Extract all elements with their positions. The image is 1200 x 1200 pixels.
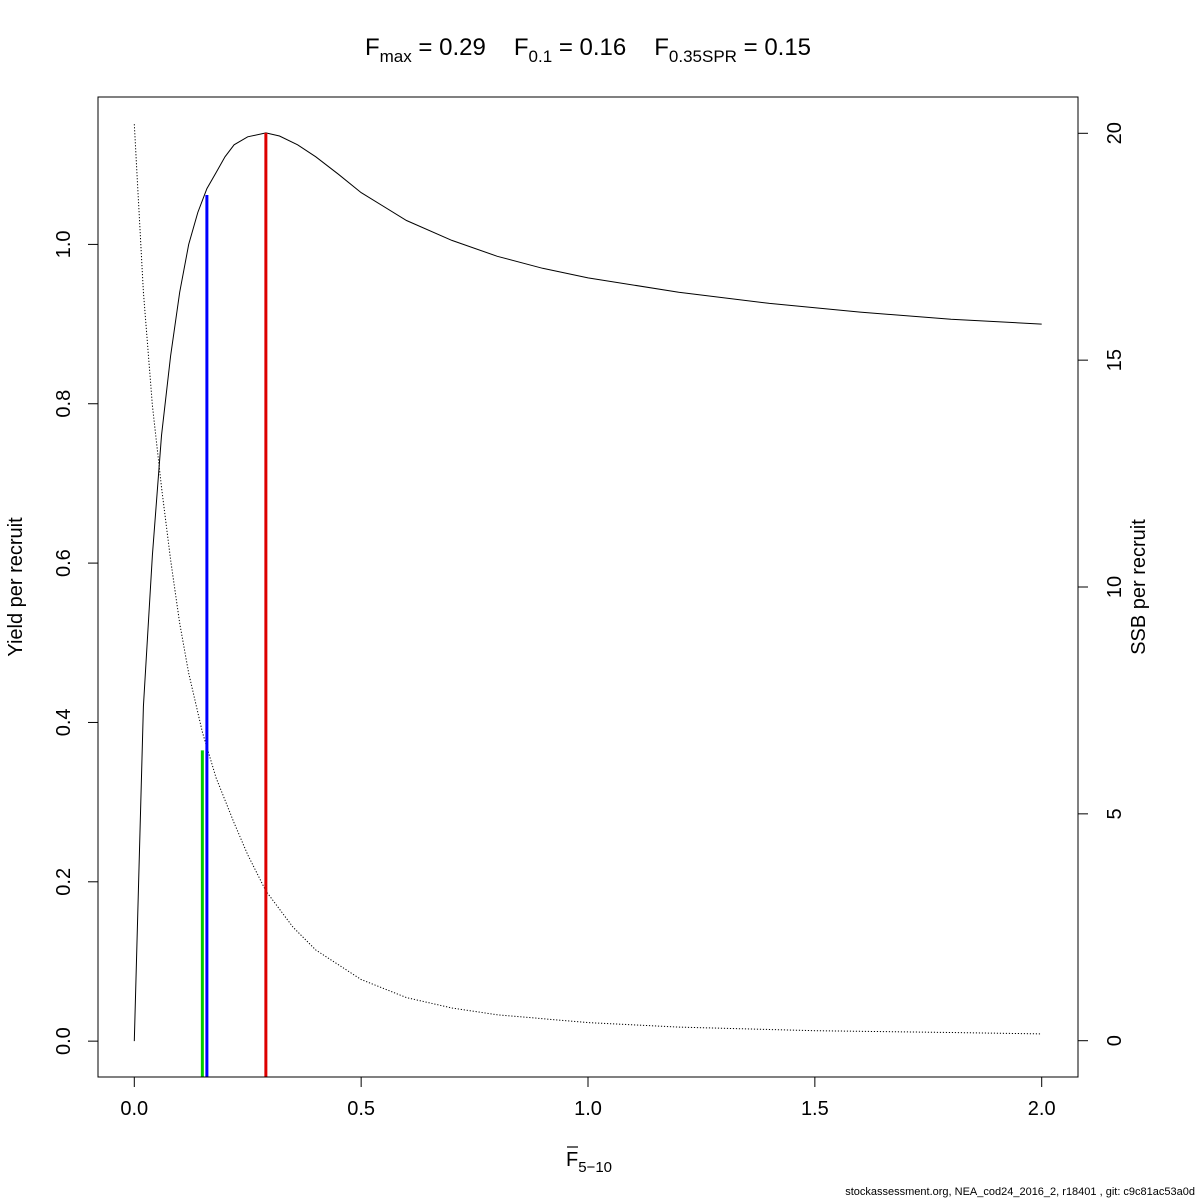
plot-frame <box>97 96 1079 1078</box>
y-right-axis: 0 5 10 15 20 <box>1077 122 1126 1046</box>
x-tick-label: 1.0 <box>574 1098 602 1120</box>
y-left-tick-label: 0.2 <box>53 868 75 896</box>
title-subscript-2: 0.35SPR <box>669 47 737 66</box>
x-axis: 0.0 0.5 1.0 1.5 2.0 <box>120 1076 1056 1120</box>
title-symbol-2: F <box>654 34 669 61</box>
title-symbol-0: F <box>365 34 380 61</box>
y-right-tick-label: 0 <box>1104 1035 1126 1046</box>
y-left-tick-label: 0.0 <box>53 1027 75 1055</box>
y-left-tick-label: 0.8 <box>53 390 75 418</box>
x-axis-title: F5−10 <box>566 1146 612 1176</box>
title-symbol-1: F <box>514 34 529 61</box>
x-tick-label: 0.0 <box>120 1098 148 1120</box>
title-value-1: 0.16 <box>580 34 627 61</box>
chart-title: Fmax = 0.29 F0.1 = 0.16 F0.35SPR = 0.15 <box>365 34 811 66</box>
x-axis-title-sub: 5−10 <box>578 1159 612 1176</box>
y-right-tick-label: 10 <box>1104 576 1126 598</box>
footer-text: stockassessment.org, NEA_cod24_2016_2, r… <box>845 1186 1195 1198</box>
reference-lines <box>200 132 268 1077</box>
title-subscript-1: 0.1 <box>529 47 553 66</box>
chart-title-text: Fmax = 0.29 F0.1 = 0.16 F0.35SPR = 0.15 <box>365 34 811 66</box>
y-left-tick-label: 0.6 <box>53 549 75 577</box>
y-left-tick-label: 0.4 <box>53 708 75 736</box>
title-equals-2: = <box>737 34 764 61</box>
title-subscript-0: max <box>380 47 413 66</box>
title-value-2: 0.15 <box>764 34 811 61</box>
svg-text:F5−10: F5−10 <box>566 1149 612 1176</box>
series-group <box>133 124 1042 1042</box>
y-right-tick-label: 20 <box>1104 122 1126 144</box>
title-equals-0: = <box>412 34 439 61</box>
yield-per-recruit-line <box>133 132 1042 1042</box>
title-equals-1: = <box>552 34 579 61</box>
ssb-per-recruit-line <box>133 124 1042 1035</box>
x-axis-title-main: F <box>566 1149 578 1171</box>
y-left-tick-label: 1.0 <box>53 230 75 258</box>
x-tick-label: 2.0 <box>1028 1098 1056 1120</box>
y-left-axis-title: Yield per recruit <box>5 517 27 657</box>
x-tick-label: 0.5 <box>347 1098 375 1120</box>
x-tick-label: 1.5 <box>801 1098 829 1120</box>
title-value-0: 0.29 <box>439 34 486 61</box>
y-left-axis: 0.0 0.2 0.4 0.6 0.8 1.0 <box>53 230 99 1055</box>
y-right-tick-label: 5 <box>1104 808 1126 819</box>
y-right-axis-title: SSB per recruit <box>1128 519 1150 655</box>
y-right-tick-label: 15 <box>1104 349 1126 371</box>
